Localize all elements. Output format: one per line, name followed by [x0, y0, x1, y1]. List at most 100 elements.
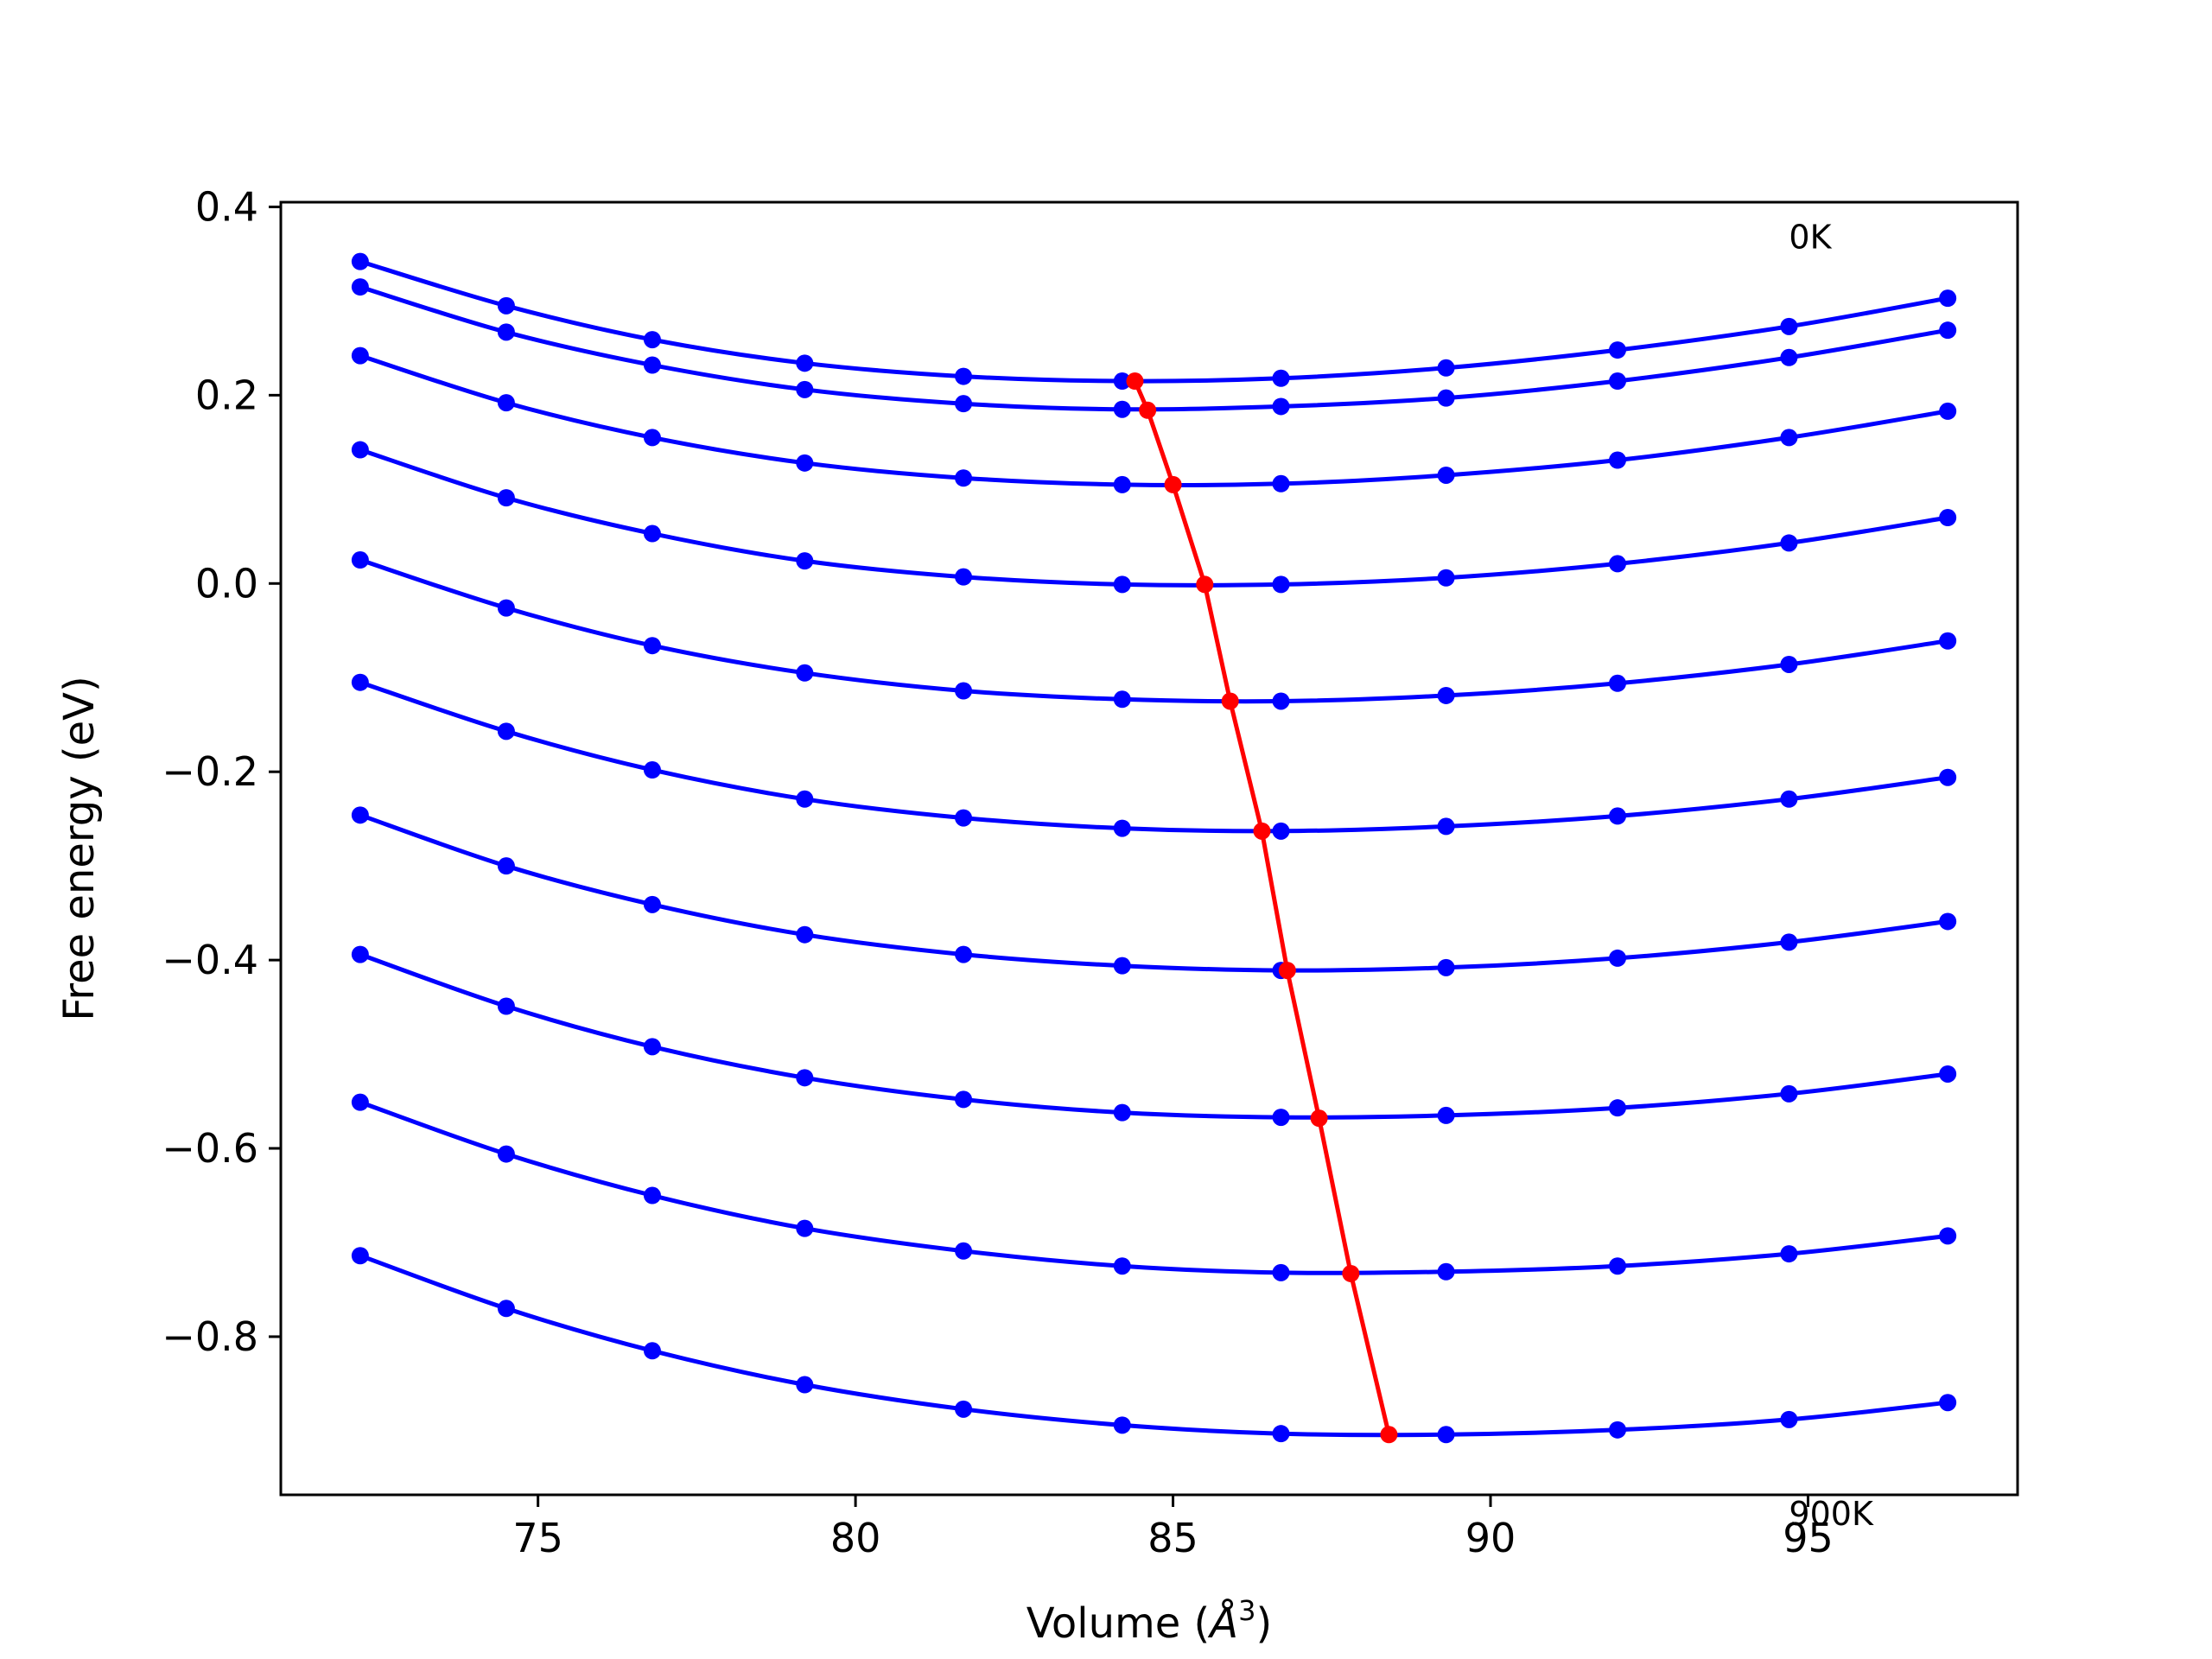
series-9-point-8 [1609, 1421, 1627, 1439]
y-tick-label-5: −0.6 [162, 1125, 258, 1172]
series-7-point-6 [1272, 1109, 1290, 1127]
series-2-point-2 [643, 429, 661, 447]
series-1-point-7 [1437, 389, 1455, 407]
series-7-point-2 [643, 1038, 661, 1056]
series-7-point-3 [796, 1069, 814, 1087]
series-2-point-10 [1939, 402, 1957, 420]
series-3 [351, 441, 1957, 594]
series-9 [351, 1247, 1957, 1444]
series-2-point-8 [1609, 451, 1627, 469]
y-tick-label-3: −0.2 [162, 748, 258, 795]
series-1-point-0 [351, 278, 369, 296]
series-5-point-3 [796, 790, 814, 808]
series-2 [351, 346, 1957, 493]
series-7-point-0 [351, 945, 369, 963]
series-2-point-5 [1113, 475, 1131, 493]
series-9-point-10 [1939, 1394, 1957, 1412]
x-axis-label-close: ) [1255, 1599, 1272, 1648]
series-5-point-2 [643, 761, 661, 779]
series-8-point-6 [1272, 1263, 1290, 1281]
series-3-point-8 [1609, 555, 1627, 573]
series-6-point-8 [1609, 949, 1627, 967]
series-8-point-9 [1780, 1245, 1798, 1263]
series-9-point-0 [351, 1247, 369, 1265]
x-tick-label-0: 75 [512, 1515, 563, 1561]
y-tick-label-6: −0.8 [162, 1313, 258, 1360]
series-7-point-1 [497, 997, 515, 1015]
minima-point-6 [1278, 962, 1296, 980]
annotation-1: 900K [1789, 1495, 1874, 1533]
series-5-point-5 [1113, 819, 1131, 837]
series-2-point-6 [1272, 474, 1290, 493]
minima-point-8 [1342, 1264, 1360, 1282]
series-1-point-10 [1939, 321, 1957, 340]
series-0-point-2 [643, 331, 661, 349]
series-0-point-0 [351, 252, 369, 270]
series-4-point-7 [1437, 686, 1455, 704]
series-7-point-9 [1780, 1084, 1798, 1103]
series-0-point-7 [1437, 359, 1455, 377]
minima-point-5 [1253, 822, 1271, 840]
series-4-point-2 [643, 637, 661, 655]
series-8-point-4 [955, 1242, 973, 1260]
y-tick-label-2: 0.0 [195, 560, 258, 607]
minima-line [1133, 380, 1391, 1435]
minima-point-4 [1221, 692, 1239, 710]
series-2-point-0 [351, 346, 369, 365]
series-4-point-1 [497, 599, 515, 617]
series-1-point-8 [1609, 372, 1627, 391]
series-6-point-1 [497, 857, 515, 875]
series-6-point-7 [1437, 958, 1455, 976]
series-1-point-1 [497, 323, 515, 341]
series-9-point-2 [643, 1342, 661, 1360]
minima-layer [1126, 372, 1398, 1444]
y-tick-label-0: 0.4 [195, 183, 258, 230]
series-3-point-7 [1437, 569, 1455, 587]
series-8-point-2 [643, 1186, 661, 1205]
series-7-point-7 [1437, 1106, 1455, 1124]
series-4-point-0 [351, 551, 369, 569]
series-1-point-2 [643, 356, 661, 374]
series-3-point-9 [1780, 534, 1798, 552]
series-5-point-10 [1939, 768, 1957, 786]
series-6-point-0 [351, 806, 369, 824]
series-9-point-3 [796, 1376, 814, 1394]
series-2-point-7 [1437, 466, 1455, 484]
series-3-point-2 [643, 524, 661, 543]
series-3-point-4 [955, 568, 973, 586]
series-7 [351, 945, 1957, 1127]
series-0-point-4 [955, 367, 973, 385]
series-0-point-5 [1113, 372, 1131, 391]
series-0-point-8 [1609, 341, 1627, 359]
series-9-point-7 [1437, 1426, 1455, 1444]
minima-point-3 [1196, 575, 1214, 594]
series-6-point-5 [1113, 957, 1131, 975]
series-5-point-1 [497, 722, 515, 741]
series-0-point-10 [1939, 289, 1957, 308]
series-6-point-3 [796, 925, 814, 944]
series-2-point-4 [955, 469, 973, 487]
series-9-point-9 [1780, 1410, 1798, 1428]
annotations-layer: 0K 900K [1789, 218, 1874, 1532]
series-8-point-0 [351, 1093, 369, 1111]
series-2-point-3 [796, 454, 814, 472]
series-6-point-10 [1939, 912, 1957, 931]
series-6-point-4 [955, 945, 973, 963]
series-1-point-9 [1780, 348, 1798, 366]
series-5-point-8 [1609, 807, 1627, 825]
x-tick-label-1: 80 [830, 1515, 881, 1561]
series-8-point-7 [1437, 1262, 1455, 1281]
minima-point-9 [1380, 1426, 1398, 1444]
series-4-point-9 [1780, 655, 1798, 673]
series-9-point-4 [955, 1400, 973, 1418]
series-8-point-1 [497, 1145, 515, 1163]
series-5-point-6 [1272, 822, 1290, 840]
x-axis-label-text: Volume ( [1027, 1599, 1211, 1648]
x-axis-label-exponent: 3 [1238, 1594, 1255, 1627]
series-4-point-4 [955, 682, 973, 700]
series-1-point-3 [796, 380, 814, 398]
series-4-point-8 [1609, 674, 1627, 692]
series-4-point-3 [796, 664, 814, 682]
x-tick-label-2: 85 [1147, 1515, 1198, 1561]
